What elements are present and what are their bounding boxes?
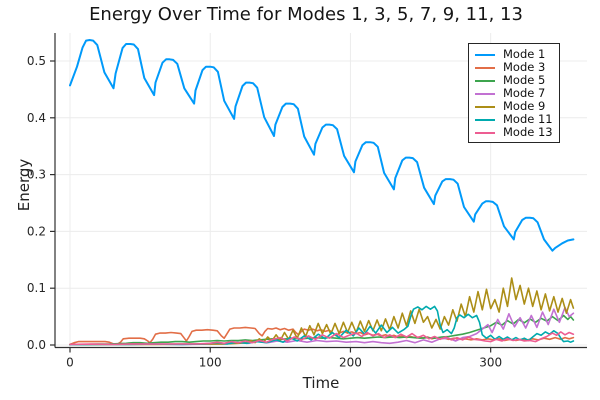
legend-line-sample — [475, 66, 495, 69]
legend-entry-mode-7: Mode 7 — [475, 87, 553, 100]
legend-entry-mode-1: Mode 1 — [475, 48, 553, 61]
legend-label: Mode 11 — [503, 112, 553, 126]
legend-entry-mode-11: Mode 11 — [475, 113, 553, 126]
legend-entry-mode-5: Mode 5 — [475, 74, 553, 87]
legend-label: Mode 5 — [503, 73, 546, 87]
y-tick-label: 0.5 — [27, 54, 46, 68]
legend-line-sample — [475, 53, 495, 56]
legend-line-sample — [475, 105, 495, 108]
legend-line-sample — [475, 118, 495, 121]
legend-label: Mode 9 — [503, 99, 546, 113]
y-tick-label: 0.3 — [27, 168, 46, 182]
x-tick-label: 200 — [339, 356, 362, 370]
legend-label: Mode 3 — [503, 60, 546, 74]
legend-line-sample — [475, 131, 495, 134]
legend-box: Mode 1 Mode 3 Mode 5 Mode 7 Mode 9 Mode 11 Mod… — [468, 43, 560, 143]
chart-title: Energy Over Time for Modes 1, 3, 5, 7, 9… — [89, 4, 523, 25]
legend-label: Mode 13 — [503, 125, 553, 139]
x-axis-label: Time — [302, 374, 340, 392]
legend-label: Mode 1 — [503, 47, 546, 61]
legend-line-sample — [475, 92, 495, 95]
series-line-mode-13 — [69, 331, 575, 346]
legend-entry-mode-9: Mode 9 — [475, 100, 553, 113]
legend-line-sample — [475, 79, 495, 82]
series-line-mode-1 — [69, 39, 575, 252]
legend-label: Mode 7 — [503, 86, 546, 100]
x-tick-label: 0 — [66, 356, 74, 370]
y-tick-label: 0.1 — [27, 281, 46, 295]
x-tick-label: 300 — [479, 356, 502, 370]
y-tick-label: 0.0 — [27, 338, 46, 352]
x-tick-label: 100 — [199, 356, 222, 370]
legend-entry-mode-13: Mode 13 — [475, 126, 553, 139]
y-tick-label: 0.2 — [27, 224, 46, 238]
y-tick-label: 0.4 — [27, 111, 46, 125]
legend-entry-mode-3: Mode 3 — [475, 61, 553, 74]
series-line-mode-11 — [69, 305, 575, 346]
